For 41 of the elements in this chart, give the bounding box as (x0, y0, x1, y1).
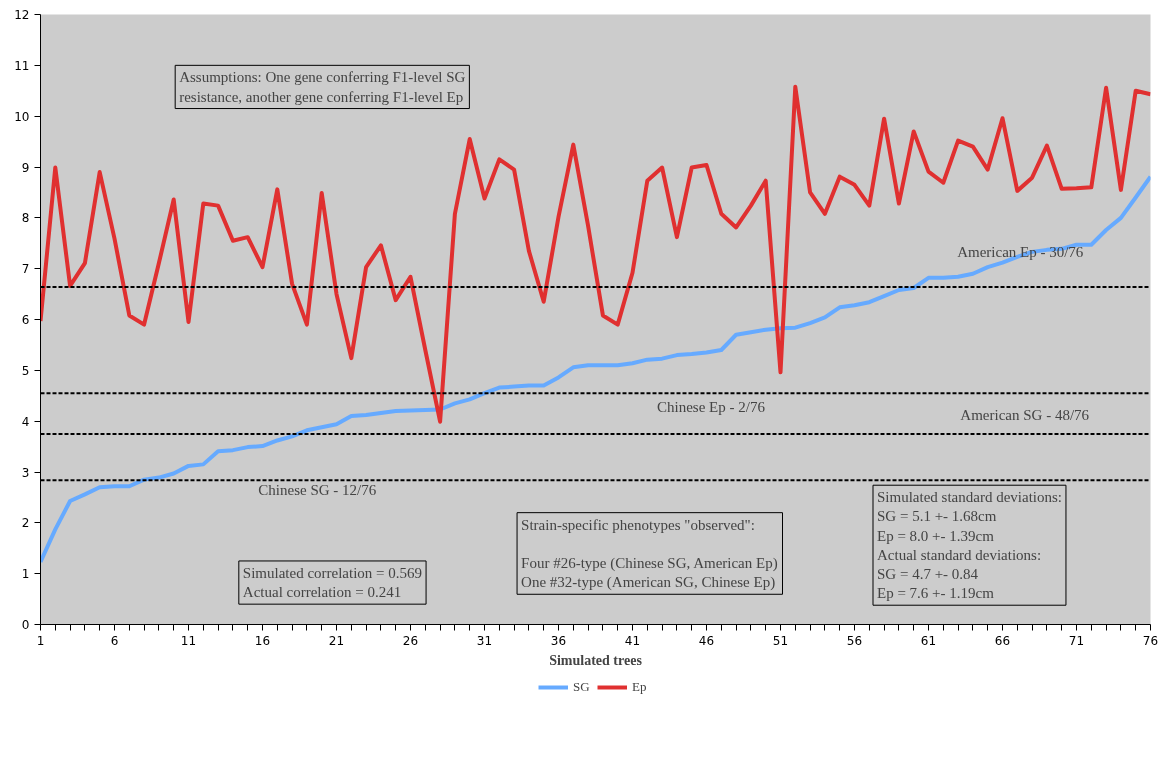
x-tick-label: 16 (254, 633, 271, 648)
x-tick-label: 26 (402, 633, 419, 648)
y-tick-label: 11 (14, 58, 30, 73)
y-tick-label: 12 (14, 8, 30, 22)
legend-label: Ep (632, 679, 648, 695)
x-tick-label: 61 (920, 633, 937, 648)
y-tick-label: 3 (21, 465, 30, 480)
x-tick-label: 66 (994, 633, 1011, 648)
x-tick-label: 21 (328, 633, 345, 648)
y-tick-label: 8 (21, 211, 30, 226)
y-tick-label: 5 (21, 363, 30, 378)
line-series (40, 84, 1151, 424)
x-tick-label: 6 (110, 633, 119, 648)
annotation: Assumptions: One gene conferring F1-level SG resistance, another gene conferring F1-level Ep (179, 69, 466, 105)
annotation: American SG - 48/76 (960, 406, 1090, 423)
x-tick-label: 1 (36, 633, 45, 648)
y-tick-label: 4 (21, 414, 30, 429)
x-axis-title: Simulated trees (549, 652, 643, 668)
x-tick-label: 36 (550, 633, 567, 648)
y-tick-label: 7 (21, 262, 30, 277)
annotation: Chinese Ep - 2/76 (656, 399, 766, 416)
x-tick-label: 41 (624, 633, 641, 648)
x-tick-label: 11 (180, 633, 197, 648)
annotation: Simulated correlation = 0.569 Actual correlation = 0.241 (242, 564, 423, 601)
annotation: Simulated standard deviations: SG = 5.1 +- 1.68cm Ep = 8.0 +- 1.39cm Actual standard deviations: SG = 4.7 +- 0.84 Ep = 7.6 +- 1.19cm (877, 489, 1062, 602)
x-tick-label: 31 (476, 633, 493, 648)
legend-label: SG (573, 679, 591, 695)
y-tick-label: 1 (21, 567, 30, 582)
annotation: American Ep - 30/76 (957, 244, 1084, 261)
text: Strain-specific phenotypes "observed": Four #26-type (Chinese SG, American Ep) One #32-type (American SG, Chinese Ep) (521, 516, 778, 591)
y-tick-label: 10 (14, 109, 30, 124)
y-tick-label: 2 (21, 516, 30, 531)
x-tick-label: 46 (698, 633, 715, 648)
x-tick-label: 71 (1068, 633, 1085, 648)
x-tick-label: 51 (772, 633, 789, 648)
annotation: Chinese SG - 12/76 (258, 482, 377, 499)
y-tick-label: 9 (21, 160, 30, 175)
x-tick-label: 56 (846, 633, 863, 648)
x-tick-label: 76 (1142, 633, 1159, 648)
y-tick-label: 6 (21, 313, 30, 327)
y-tick-label: 0 (21, 618, 30, 632)
